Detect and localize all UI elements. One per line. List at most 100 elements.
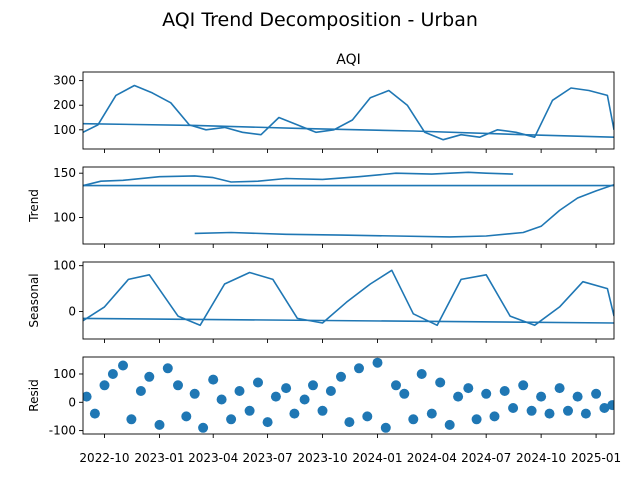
resid-resid-point [380, 422, 391, 433]
resid-resid-point [162, 363, 173, 374]
resid-resid-point [253, 377, 263, 388]
aqi-axes-frame [82, 71, 615, 150]
resid-resid-point [554, 383, 565, 394]
resid-resid-point [435, 377, 446, 388]
resid-resid-point [107, 369, 118, 379]
trend-ytick-label: 150 [53, 166, 76, 180]
resid-resid-point [89, 408, 100, 419]
seasonal-ytick-label: 0 [68, 305, 76, 319]
aqi-panel-title: AQI [336, 52, 360, 68]
resid-resid-point [426, 408, 437, 419]
resid-resid-point [518, 380, 529, 391]
resid-ytick-label: -100 [49, 424, 76, 438]
panel-aqi: 100 200 300 AQI [53, 52, 615, 153]
resid-resid-point [144, 371, 155, 382]
resid-resid-point [126, 414, 137, 425]
resid-resid-point [591, 388, 602, 399]
seasonal-ylabel: Seasonal [27, 273, 41, 327]
resid-resid-point [599, 403, 610, 413]
resid-resid-point [499, 386, 510, 396]
aqi-ytick-label: 300 [53, 74, 76, 88]
seasonal-ytick-label: 100 [53, 259, 76, 273]
resid-resid-point [118, 360, 128, 371]
trend-data [83, 171, 614, 238]
resid-resid-point [173, 380, 183, 391]
resid-resid-point [262, 417, 273, 428]
resid-resid-point [317, 405, 328, 416]
resid-axes-frame [82, 356, 615, 435]
panel-resid: -100 0 100 Resid 2022-10 2023-01 2023-04 2023-0… [27, 356, 621, 465]
xtick-label: 2023-01 [134, 451, 184, 465]
resid-resid-point [354, 363, 364, 374]
xtick-label: 2025-01 [571, 451, 621, 465]
resid-resid-point [216, 394, 227, 405]
resid-resid-point [99, 380, 110, 391]
resid-resid-point [489, 411, 500, 422]
xtick-label: 2023-04 [188, 451, 238, 465]
resid-resid-point [580, 408, 591, 419]
resid-resid-point [336, 371, 346, 382]
resid-resid-point [416, 369, 427, 379]
resid-resid-point [391, 380, 401, 391]
resid-resid-point [408, 414, 419, 425]
resid-resid-point [453, 391, 464, 402]
xtick-label: 2023-10 [297, 451, 347, 465]
resid-resid-point [244, 405, 255, 416]
resid-resid-point [544, 408, 555, 419]
resid-resid-point [234, 386, 245, 396]
resid-resid-point [289, 408, 300, 419]
resid-resid-point [198, 422, 209, 433]
xtick-label: 2024-07 [461, 451, 511, 465]
resid-resid-point [607, 400, 614, 411]
resid-data [83, 357, 614, 433]
panel-seasonal: 0 100 Seasonal [27, 259, 615, 343]
resid-resid-point [526, 405, 537, 416]
resid-ytick-label: 100 [53, 367, 76, 381]
resid-resid-point [444, 419, 455, 430]
resid-resid-point [226, 414, 237, 425]
trend-axes-frame [82, 166, 615, 245]
seasonal-axes-frame [82, 261, 615, 340]
resid-resid-point [399, 388, 410, 399]
resid-resid-point [281, 383, 292, 394]
xtick-label: 2024-04 [407, 451, 457, 465]
resid-resid-point [308, 380, 318, 391]
resid-resid-point [508, 403, 519, 413]
resid-resid-point [154, 419, 165, 430]
trend-series-2-line [194, 183, 614, 238]
resid-resid-point [270, 391, 281, 402]
aqi-ytick-label: 200 [53, 98, 76, 112]
xtick-label: 2022-10 [79, 451, 129, 465]
aqi-series-1-line [83, 122, 614, 138]
panel-trend: 100 150 Trend [27, 166, 615, 248]
resid-resid-point [536, 391, 547, 402]
aqi-ytick-label: 100 [53, 123, 76, 137]
resid-resid-point [299, 394, 310, 405]
resid-resid-point [325, 386, 336, 396]
resid-resid-point [181, 411, 192, 422]
resid-resid-point [208, 374, 219, 385]
resid-resid-point [572, 391, 583, 402]
seasonal-series-0-line [83, 269, 614, 327]
resid-resid-point [83, 391, 92, 402]
xtick-label: 2024-01 [352, 451, 402, 465]
trend-ylabel: Trend [27, 189, 41, 223]
resid-resid-point [471, 414, 482, 425]
resid-resid-point [362, 411, 373, 422]
resid-resid-point [189, 388, 200, 399]
figure-title: AQI Trend Decomposition - Urban [162, 9, 478, 31]
trend-series-0-line [83, 171, 514, 187]
seasonal-series-1-line [83, 317, 614, 324]
xtick-label: 2024-10 [516, 451, 566, 465]
resid-resid-point [344, 417, 355, 428]
resid-resid-point [372, 357, 383, 368]
resid-resid-point [463, 383, 474, 394]
resid-ylabel: Resid [27, 379, 41, 411]
panels: 100 200 300 AQI 100 150 Trend 0 100 Seasonal -100 0… [27, 52, 621, 465]
resid-resid-point [481, 388, 492, 399]
resid-resid-point [135, 386, 146, 396]
resid-resid-point [563, 405, 573, 416]
aqi-data [83, 84, 614, 141]
resid-ytick-label: 0 [68, 395, 76, 409]
